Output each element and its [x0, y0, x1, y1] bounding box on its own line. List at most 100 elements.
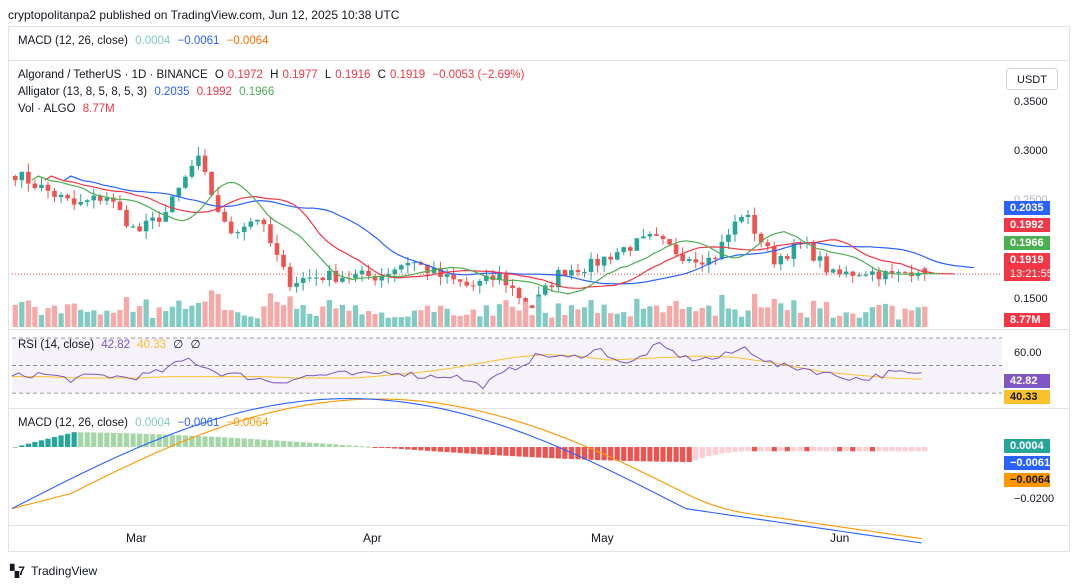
macd-histogram-bar: [97, 432, 103, 447]
pane-separator: [8, 329, 1070, 330]
rsi-extra-value: ∅: [173, 339, 184, 351]
candle-body: [719, 241, 725, 259]
volume-bar: [817, 308, 823, 327]
volume-bar: [804, 317, 810, 327]
macd-histogram-bar: [562, 447, 568, 459]
candle-body: [124, 209, 129, 227]
volume-bar: [778, 303, 784, 327]
candle-body: [215, 195, 221, 212]
volume-bar: [189, 305, 195, 327]
volume-bar: [588, 300, 594, 327]
macd-histogram-bar: [856, 447, 862, 452]
volume-bar: [686, 307, 692, 327]
macd-histogram-bar: [326, 443, 332, 447]
candle-body: [484, 275, 489, 281]
candle-body: [608, 256, 613, 260]
collapsed-macd-legend[interactable]: MACD (12, 26, close) 0.0004 −0.0061 −0.0…: [18, 35, 273, 47]
candle-body: [196, 155, 201, 166]
alligator-legend[interactable]: Alligator (13, 8, 5, 8, 5, 3) 0.2035 0.1…: [18, 86, 278, 98]
macd-histogram-bar: [712, 447, 718, 455]
macd-histogram-bar: [843, 447, 849, 452]
macd-histogram-bar: [385, 447, 391, 449]
candle-body: [582, 272, 587, 274]
candle-body: [241, 226, 247, 233]
macd-histogram-bar: [680, 447, 686, 462]
macd-histogram-bar: [536, 447, 542, 458]
macd-histogram-bar: [810, 447, 817, 452]
candle-body: [353, 274, 358, 279]
candle-body: [385, 274, 391, 276]
symbol-legend[interactable]: Algorand / TetherUS · 1D · BINANCE O 0.19…: [18, 69, 528, 81]
volume-bar: [411, 310, 418, 327]
candle-body: [883, 271, 888, 280]
macd-histogram-bar: [817, 447, 823, 452]
candle-body: [830, 269, 836, 273]
candle-body: [307, 277, 312, 279]
candle-body: [569, 270, 574, 276]
candle-body: [510, 285, 515, 289]
macd-legend[interactable]: MACD (12, 26, close) 0.0004 −0.0061 −0.0…: [18, 417, 273, 429]
volume-bar: [529, 315, 535, 327]
pane-separator: [8, 525, 1070, 526]
candle-body: [143, 220, 149, 232]
macd-histogram-bar: [431, 447, 437, 452]
rsi-ma-line: [12, 354, 922, 380]
volume-bar: [280, 305, 287, 327]
volume-bar: [503, 300, 509, 327]
candle-body: [503, 273, 509, 286]
rsi-line: [11, 341, 922, 390]
macd-histogram-bar: [19, 445, 25, 447]
last-price-tag: 0.1919: [1004, 253, 1050, 267]
candle-body: [104, 197, 110, 201]
volume-bar: [536, 296, 542, 327]
candle-body: [111, 197, 116, 202]
volume-bar: [909, 310, 915, 327]
tradingview-logo[interactable]: ▚7 TradingView: [10, 564, 97, 578]
candle-body: [248, 221, 254, 227]
macd-histogram-bar: [496, 447, 503, 456]
symbol-title: Algorand / TetherUS · 1D · BINANCE: [18, 69, 208, 81]
macd-legend-title: MACD (12, 26, close): [18, 35, 128, 47]
macd-line: [11, 398, 922, 544]
macd-histogram-bar: [850, 447, 856, 452]
candle-body: [752, 214, 757, 234]
candle-body: [699, 262, 705, 265]
volume-bar: [608, 313, 614, 327]
candle-body: [667, 239, 672, 245]
rsi-legend[interactable]: RSI (14, close) 42.82 40.33 ∅ ∅: [18, 337, 205, 351]
macd-value: −0.0061: [177, 35, 220, 47]
open-value: 0.1972: [227, 69, 263, 81]
low-value: 0.1916: [335, 69, 371, 81]
candle-body: [58, 194, 64, 197]
currency-button[interactable]: USDT: [1006, 68, 1058, 90]
volume-bar: [457, 315, 463, 327]
candle-body: [673, 244, 679, 255]
volume-bar: [823, 301, 830, 327]
macd-histogram-bar: [634, 447, 640, 462]
candle-body: [562, 269, 568, 276]
alligator-jaw-value: 0.2035: [154, 86, 190, 98]
candle-body: [300, 278, 306, 283]
macd-histogram-bar: [418, 447, 424, 451]
volume-bar: [398, 317, 404, 327]
candle-body: [176, 187, 182, 197]
candle-body: [863, 274, 869, 276]
macd-histogram-bar: [693, 447, 699, 460]
macd-histogram-bar: [915, 447, 921, 452]
volume-bar: [895, 319, 902, 327]
macd-histogram-bar: [307, 442, 313, 447]
volume-bar: [771, 298, 777, 327]
volume-bar: [712, 315, 718, 327]
macd-histogram-bar: [889, 447, 895, 452]
macd-signal-value: −0.0064: [226, 417, 269, 429]
candle-body: [739, 216, 744, 222]
candle-body: [451, 274, 456, 280]
volume-legend[interactable]: Vol · ALGO 8.77M: [18, 103, 119, 115]
volume-bar: [38, 315, 45, 327]
candle-body: [392, 269, 398, 275]
macd-histogram-bar: [228, 437, 234, 447]
chart-frame: [8, 26, 1070, 552]
volume-bar: [863, 312, 869, 327]
volume-bar: [235, 312, 241, 327]
